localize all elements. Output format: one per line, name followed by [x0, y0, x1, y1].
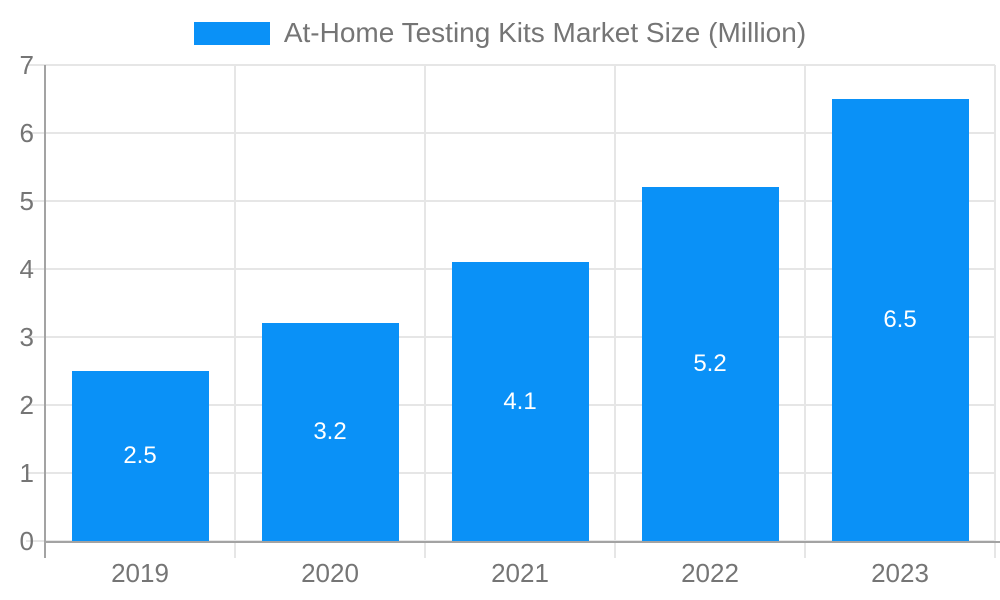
y-axis-tick-label: 0 [19, 526, 34, 556]
x-axis-tick-label: 2023 [871, 558, 929, 588]
bar-2023: 6.5 [831, 99, 969, 541]
bar-value-label: 6.5 [883, 306, 917, 333]
x-axis-tick-label: 2020 [301, 558, 359, 588]
bar-value-label: 2.5 [123, 442, 157, 469]
x-gridline-3 [614, 65, 616, 558]
legend-label: At-Home Testing Kits Market Size (Millio… [283, 17, 807, 48]
y-axis-tick-label: 5 [19, 186, 34, 216]
x-axis-tick-label: 2019 [111, 558, 169, 588]
y-gridline-5 [26, 200, 995, 202]
y-axis-tick-label: 4 [19, 254, 34, 284]
chart-legend: At-Home Testing Kits Market Size (Millio… [0, 17, 1000, 49]
y-axis-line [44, 65, 46, 558]
bar-value-label: 4.1 [503, 387, 537, 415]
bar-value-label: 5.2 [693, 350, 727, 378]
y-gridline-7 [26, 64, 995, 66]
plot-area: 2.5 3.2 4.1 5.2 6.5 [26, 64, 996, 558]
legend-swatch-icon [193, 21, 270, 45]
x-axis-tick-label: 2021 [491, 558, 549, 588]
bar-2021: 4.1 [451, 262, 589, 541]
x-gridline-5 [994, 65, 996, 558]
x-axis-line [44, 541, 1000, 543]
y-axis-tick-label: 1 [19, 458, 34, 488]
bar-value-label: 3.2 [313, 418, 347, 446]
bar-2022: 5.2 [641, 187, 779, 541]
y-axis-tick-label: 3 [19, 322, 34, 352]
y-axis-tick-label: 6 [19, 118, 34, 148]
bar-2020: 3.2 [261, 323, 399, 541]
y-axis-tick-label: 7 [19, 50, 34, 80]
x-gridline-1 [234, 65, 236, 558]
y-gridline-6 [26, 132, 995, 134]
bar-2019: 2.5 [71, 371, 209, 541]
y-axis-tick-label: 2 [19, 390, 34, 420]
x-axis-tick-label: 2022 [681, 558, 739, 588]
x-gridline-4 [804, 65, 806, 558]
x-gridline-2 [424, 65, 426, 558]
